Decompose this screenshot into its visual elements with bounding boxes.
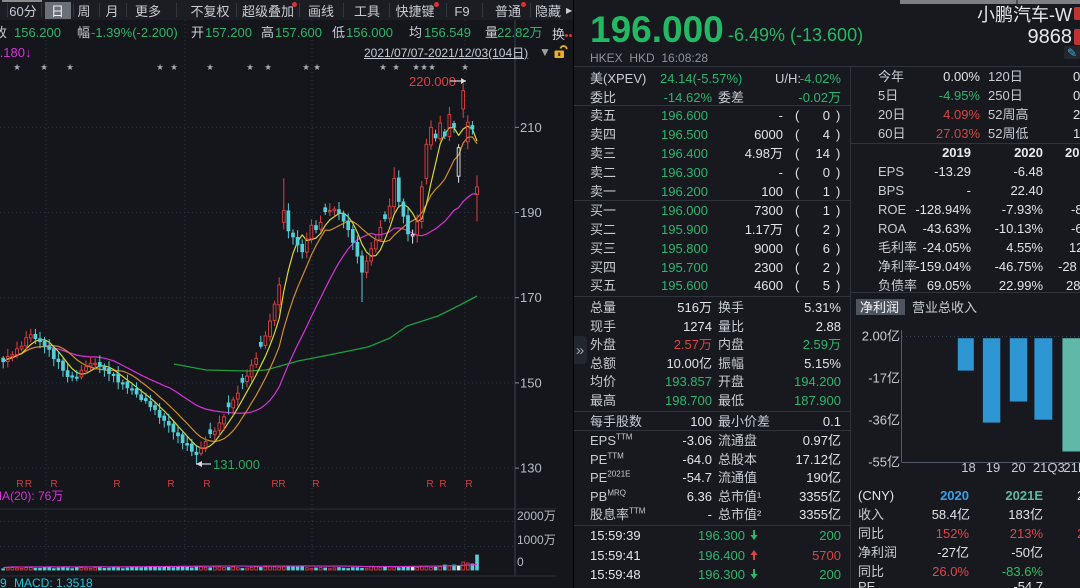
svg-text:R: R <box>426 479 433 490</box>
svg-text:★: ★ <box>412 62 420 72</box>
svg-text:MACD: 1.3518: MACD: 1.3518 <box>14 576 93 588</box>
svg-text:210: 210 <box>520 120 542 135</box>
svg-text:170: 170 <box>520 290 542 305</box>
svg-text:0: 0 <box>517 555 524 569</box>
svg-text:2.00亿: 2.00亿 <box>862 329 900 344</box>
svg-text:★: ★ <box>66 62 74 72</box>
svg-text:130: 130 <box>520 461 542 476</box>
svg-text:R: R <box>203 479 210 490</box>
svg-text:R: R <box>278 479 285 490</box>
svg-text:-55亿: -55亿 <box>868 455 900 470</box>
svg-text:★: ★ <box>302 62 310 72</box>
svg-text:131.000: 131.000 <box>213 457 260 472</box>
svg-text:★: ★ <box>170 62 178 72</box>
svg-text:R: R <box>271 479 278 490</box>
svg-text:18: 18 <box>961 460 975 475</box>
svg-text:R: R <box>465 479 472 490</box>
svg-text:★: ★ <box>40 62 48 72</box>
svg-text:★: ★ <box>246 62 254 72</box>
svg-text:R: R <box>312 479 319 490</box>
svg-text:9: 9 <box>0 576 7 588</box>
svg-text:R: R <box>113 479 120 490</box>
svg-text:19: 19 <box>986 460 1000 475</box>
svg-text:-36亿: -36亿 <box>868 413 900 428</box>
svg-text:1000万: 1000万 <box>517 533 556 547</box>
svg-text:★: ★ <box>13 62 21 72</box>
svg-text:20: 20 <box>1011 460 1025 475</box>
svg-text:R: R <box>167 479 174 490</box>
svg-text:R: R <box>16 479 23 490</box>
svg-text:★: ★ <box>379 62 387 72</box>
svg-text:★: ★ <box>264 62 272 72</box>
svg-text:MA(20): 76万: MA(20): 76万 <box>0 489 63 503</box>
svg-text:21Q3: 21Q3 <box>1033 460 1065 475</box>
svg-text:190: 190 <box>520 205 542 220</box>
svg-text:R: R <box>50 479 57 490</box>
svg-text:★: ★ <box>206 62 214 72</box>
svg-text:★: ★ <box>461 62 469 72</box>
svg-text:2000万: 2000万 <box>517 509 556 523</box>
svg-text:★: ★ <box>392 62 400 72</box>
svg-text:21E: 21E <box>1063 460 1080 475</box>
svg-text:150: 150 <box>520 375 542 390</box>
svg-text:★: ★ <box>428 62 436 72</box>
svg-text:R: R <box>25 479 32 490</box>
svg-text:R: R <box>439 479 446 490</box>
svg-text:★: ★ <box>313 62 321 72</box>
svg-text:-17亿: -17亿 <box>868 371 900 386</box>
svg-text:★: ★ <box>420 62 428 72</box>
svg-text:220.000: 220.000 <box>409 74 456 89</box>
svg-text:★: ★ <box>156 62 164 72</box>
